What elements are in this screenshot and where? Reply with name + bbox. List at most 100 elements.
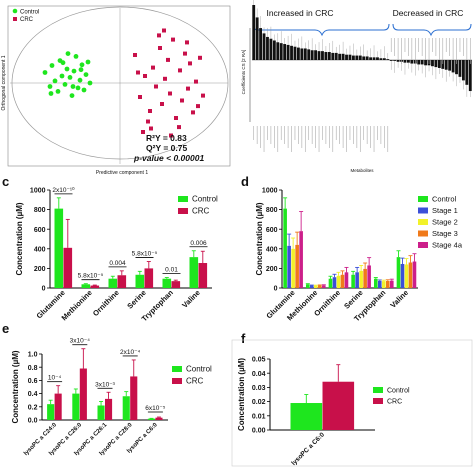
legend-stage-3-label: Stage 3 xyxy=(432,229,458,238)
y-tick-label: 1000 xyxy=(262,188,278,195)
panel-letter-d: d xyxy=(241,174,249,189)
metabolite-tick-label xyxy=(274,126,275,148)
control-point xyxy=(65,51,71,56)
stat-q2y: Q²Y = 0.75 xyxy=(146,143,187,153)
metabolite-tick-label xyxy=(335,126,337,140)
metabolite-tick-label xyxy=(359,126,361,152)
coefficient-bar xyxy=(296,47,300,60)
category-label-valine: Valine xyxy=(180,288,202,310)
metabolite-tick-label xyxy=(301,126,303,148)
bar-stage-4a-glutamine xyxy=(299,231,303,288)
legend-control-label: Control xyxy=(432,195,457,204)
coefficient-bar xyxy=(252,5,256,60)
legend-control-label: Control xyxy=(192,195,218,204)
bar-stage-3-tryptophan xyxy=(386,280,390,288)
metabolite-tick-label xyxy=(267,126,268,140)
metabolite-tick-label xyxy=(339,126,340,144)
control-point xyxy=(75,85,81,91)
y-tick-label: 600 xyxy=(34,227,46,234)
bar-control-ornithine xyxy=(328,278,333,288)
coefficient-bar xyxy=(276,42,280,60)
y-tick-label: 400 xyxy=(266,246,278,253)
metabolite-tick-label xyxy=(404,38,406,52)
metabolite-tick-label xyxy=(346,126,347,152)
metabolite-tick-label xyxy=(294,126,296,140)
metabolite-tick-label xyxy=(253,126,255,140)
pvalue-label: 5.8x10⁻⁵ xyxy=(132,251,158,258)
bar-control-serine xyxy=(135,274,145,288)
bar-stage-1-valine xyxy=(400,263,405,288)
y-tick-label: 0 xyxy=(274,286,278,293)
y-axis-label: Concentration (µM) xyxy=(15,202,24,275)
lysopc-c6-chart: 0.00 0.01 0.02 0.03 0.04 0.05 Concentration (µ… xyxy=(237,357,410,467)
panel-letter-e: e xyxy=(2,321,9,336)
coefficient-bar xyxy=(420,60,424,65)
crc-point xyxy=(149,126,153,131)
y-axis-label: Concentration (µM) xyxy=(255,202,264,275)
control-point xyxy=(64,66,70,72)
coefficient-bar xyxy=(310,50,314,60)
metabolite-tick-label xyxy=(284,126,285,144)
coefficient-bar xyxy=(376,57,379,60)
bar-stage-2-serine xyxy=(359,270,363,288)
legend-control-swatch xyxy=(178,196,188,202)
coefficient-bar xyxy=(327,52,331,60)
coefficient-bar xyxy=(293,46,297,60)
metabolite-tick-label xyxy=(418,38,420,52)
bar-control-glutamine xyxy=(54,208,64,288)
coefficient-bar xyxy=(386,59,390,60)
legend-stage-3-swatch xyxy=(418,230,428,237)
crc-point xyxy=(169,133,173,138)
crc-point xyxy=(191,110,195,115)
coefficient-bar xyxy=(417,60,421,65)
y-tick-label: 0.03 xyxy=(252,385,266,392)
category-label-ornithine: Ornithine xyxy=(91,288,121,318)
metabolite-tick-label xyxy=(466,38,468,60)
y-tick-label: 1000 xyxy=(30,188,46,195)
metabolite-tick-label xyxy=(435,38,437,56)
legend-crc-swatch xyxy=(172,378,182,384)
coefficient-bar xyxy=(286,44,290,60)
bar-stage-4a-valine xyxy=(412,261,417,288)
y-tick-label: 400 xyxy=(34,246,46,253)
y-tick-label: 0.05 xyxy=(252,357,266,364)
metabolite-tick-label xyxy=(263,126,265,152)
coefficient-bar xyxy=(431,60,434,67)
bar-stage-2-methionine xyxy=(314,285,318,288)
y-tick-label: 200 xyxy=(34,266,46,273)
metabolite-tick-label xyxy=(356,126,358,148)
metabolite-tick-label xyxy=(291,126,292,152)
crc-point xyxy=(133,53,137,57)
y-tick-label: 1.0 xyxy=(28,352,38,359)
crc-point xyxy=(157,33,161,38)
metabolite-tick-label xyxy=(363,126,365,140)
bar-stage-1-serine xyxy=(355,272,359,288)
increased-bracket xyxy=(252,23,390,37)
bar-stage-2-valine xyxy=(404,264,409,288)
coefficient-bar xyxy=(345,54,348,60)
bar-stage-3-methionine xyxy=(318,285,322,288)
bar-control-glutamine xyxy=(283,208,287,288)
bar-crc-lysopc-a-c6-0 xyxy=(155,417,163,420)
control-point xyxy=(49,63,55,68)
bar-crc-valine xyxy=(198,263,208,288)
crc-point xyxy=(196,104,200,109)
coefficient-bar xyxy=(410,60,414,64)
legend-crc-swatch xyxy=(373,398,383,404)
metabolite-tick-label xyxy=(456,38,457,64)
crc-point xyxy=(146,119,150,124)
coefficient-bar xyxy=(358,55,362,60)
metabolite-tick-label xyxy=(370,126,371,148)
control-point xyxy=(47,84,53,89)
legend-stage-2-swatch xyxy=(418,219,428,225)
stat-pvalue: p-value < 0.00001 xyxy=(133,153,204,163)
metabolite-tick-label xyxy=(315,126,316,148)
coefficient-bar xyxy=(434,60,438,68)
panel-letter-c: c xyxy=(2,174,9,189)
coefficient-bar xyxy=(324,52,328,60)
metabolite-tick-label xyxy=(425,38,426,60)
control-point xyxy=(71,68,77,74)
metabolite-tick-label xyxy=(332,126,334,152)
control-point xyxy=(48,91,54,96)
